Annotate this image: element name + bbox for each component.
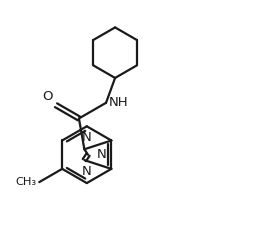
Text: N: N — [97, 148, 107, 161]
Text: NH: NH — [109, 96, 129, 109]
Text: N: N — [81, 165, 91, 178]
Text: O: O — [43, 90, 53, 103]
Text: N: N — [81, 131, 91, 144]
Text: CH₃: CH₃ — [15, 177, 36, 187]
